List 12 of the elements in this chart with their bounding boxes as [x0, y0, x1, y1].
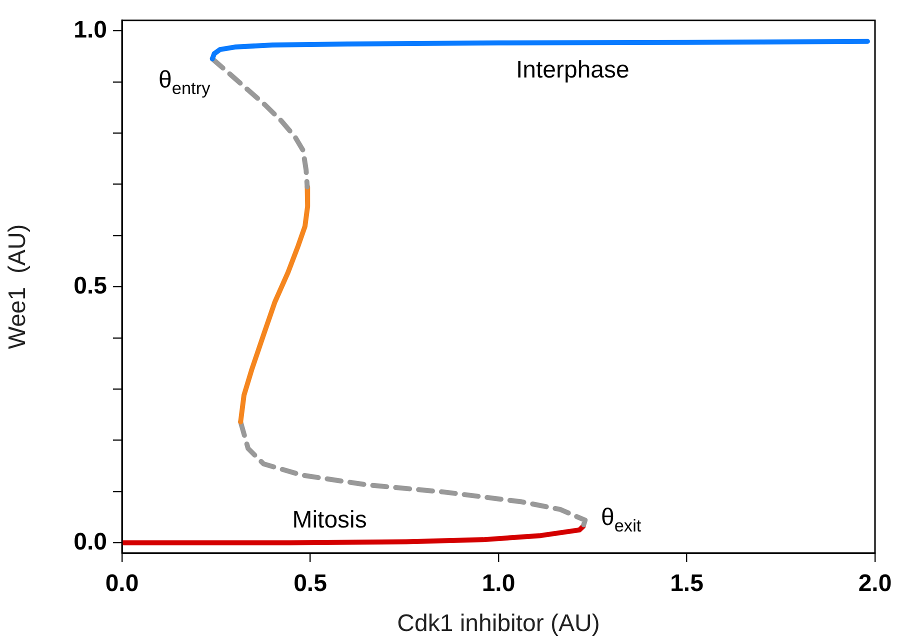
- x-tick-label: 0.5: [294, 570, 327, 598]
- x-tick-label: 0.0: [105, 570, 139, 598]
- y-axis-title: Wee1 (AU): [4, 224, 32, 350]
- y-tick-label: 1.0: [74, 16, 107, 44]
- y-tick-label: 0.0: [74, 528, 107, 556]
- series-label: Mitosis: [292, 506, 367, 534]
- x-tick-label: 2.0: [858, 570, 892, 598]
- series-label: Interphase: [516, 56, 630, 84]
- x-axis-title: Cdk1 inhibitor (AU): [397, 610, 600, 638]
- y-tick-label: 0.5: [74, 272, 107, 300]
- x-tick-label: 1.5: [670, 570, 704, 598]
- x-tick-label: 1.0: [482, 570, 516, 598]
